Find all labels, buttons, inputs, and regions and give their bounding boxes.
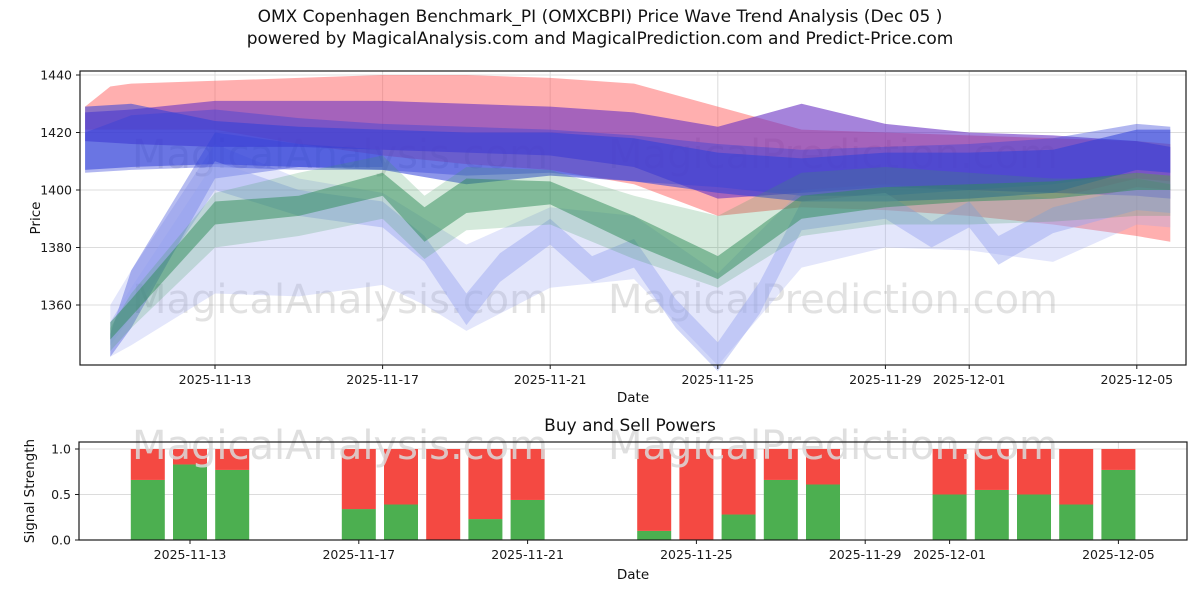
sell-bar [932, 449, 967, 495]
sell-bar [468, 449, 503, 520]
sell-bar [806, 449, 840, 485]
y-tick-label: 1400 [40, 183, 72, 198]
y-tick-label: 1.0 [51, 442, 71, 457]
x-tick-label: 2025-12-01 [933, 372, 1006, 387]
sell-bar [341, 449, 376, 510]
y-tick-label: 1380 [40, 240, 72, 255]
buy-bar [215, 469, 250, 540]
buy-bar [932, 494, 967, 540]
x-tick-label: 2025-11-21 [491, 547, 564, 562]
buy-bar [721, 514, 756, 540]
sell-bar [510, 449, 545, 500]
sell-bar [1017, 449, 1051, 495]
sell-bar [763, 449, 798, 480]
sell-bar [1059, 449, 1094, 505]
y-tick-label: 1420 [40, 125, 72, 140]
sell-bar [721, 449, 756, 515]
wave-band-green-dark-band [110, 172, 1171, 340]
x-tick-label: 2025-11-29 [829, 547, 902, 562]
x-tick-label: 2025-11-17 [322, 547, 395, 562]
sell-bar [679, 449, 714, 540]
sell-bar [1101, 449, 1136, 470]
watermark-text: MagicalPrediction.com [608, 277, 1058, 323]
x-tick-label: 2025-11-17 [346, 372, 419, 387]
x-tick-label: 2025-11-25 [660, 547, 733, 562]
y-tick-label: 1440 [40, 68, 72, 83]
buy-bar [341, 509, 376, 540]
x-tick-label: 2025-11-21 [514, 372, 587, 387]
x-tick-label: 2025-11-13 [154, 547, 227, 562]
wave-band-lavender-zigzag-band [110, 161, 1171, 372]
price-xaxis-label: Date [616, 390, 650, 406]
wave-band-blue-rising-wedge [110, 132, 383, 357]
bar-chart-title: Buy and Sell Powers [544, 416, 716, 436]
y-tick-label: 0.0 [51, 533, 71, 548]
x-tick-label: 2025-11-29 [849, 372, 922, 387]
watermark-text: MagicalPrediction.com [608, 423, 1058, 469]
sell-bar [215, 449, 250, 470]
x-tick-label: 2025-11-25 [681, 372, 754, 387]
y-tick-label: 1360 [40, 298, 72, 313]
price-plot-border [79, 70, 1187, 366]
watermark-text: MagicalAnalysis.com [132, 277, 548, 323]
signal-plot-border [78, 441, 1188, 541]
sell-bar [637, 449, 672, 531]
sell-bar [173, 449, 207, 465]
wave-band-blue-main-band [85, 103, 1171, 202]
buy-bar [1059, 504, 1094, 540]
x-tick-label: 2025-11-13 [179, 372, 252, 387]
bar-xaxis-label: Date [616, 567, 650, 583]
x-tick-label: 2025-12-01 [913, 547, 986, 562]
buy-bar [1017, 494, 1051, 540]
sell-bar [384, 449, 418, 505]
watermark-text: MagicalAnalysis.com [132, 423, 548, 469]
figure-title-line1: OMX Copenhagen Benchmark_PI (OMXCBPI) Pr… [257, 7, 943, 27]
buy-bar [806, 484, 840, 540]
sell-bar [130, 449, 165, 480]
y-tick-label: 0.5 [51, 487, 71, 502]
buy-bar [974, 489, 1009, 540]
buy-bar [130, 479, 165, 540]
buy-bar [510, 499, 545, 540]
sell-bar [426, 449, 461, 540]
buy-bar [384, 504, 418, 540]
x-tick-label: 2025-12-05 [1082, 547, 1155, 562]
price-axis-label: Price [28, 201, 44, 235]
buy-bar [468, 519, 503, 540]
figure-title-line2: powered by MagicalAnalysis.com and Magic… [246, 29, 954, 49]
signal-axis-label: Signal Strength [22, 438, 38, 544]
sell-bar [974, 449, 1009, 490]
buy-bar [637, 530, 672, 540]
buy-bar [1101, 469, 1136, 540]
buy-bar [763, 479, 798, 540]
buy-bar [173, 464, 207, 540]
x-tick-label: 2025-12-05 [1100, 372, 1173, 387]
